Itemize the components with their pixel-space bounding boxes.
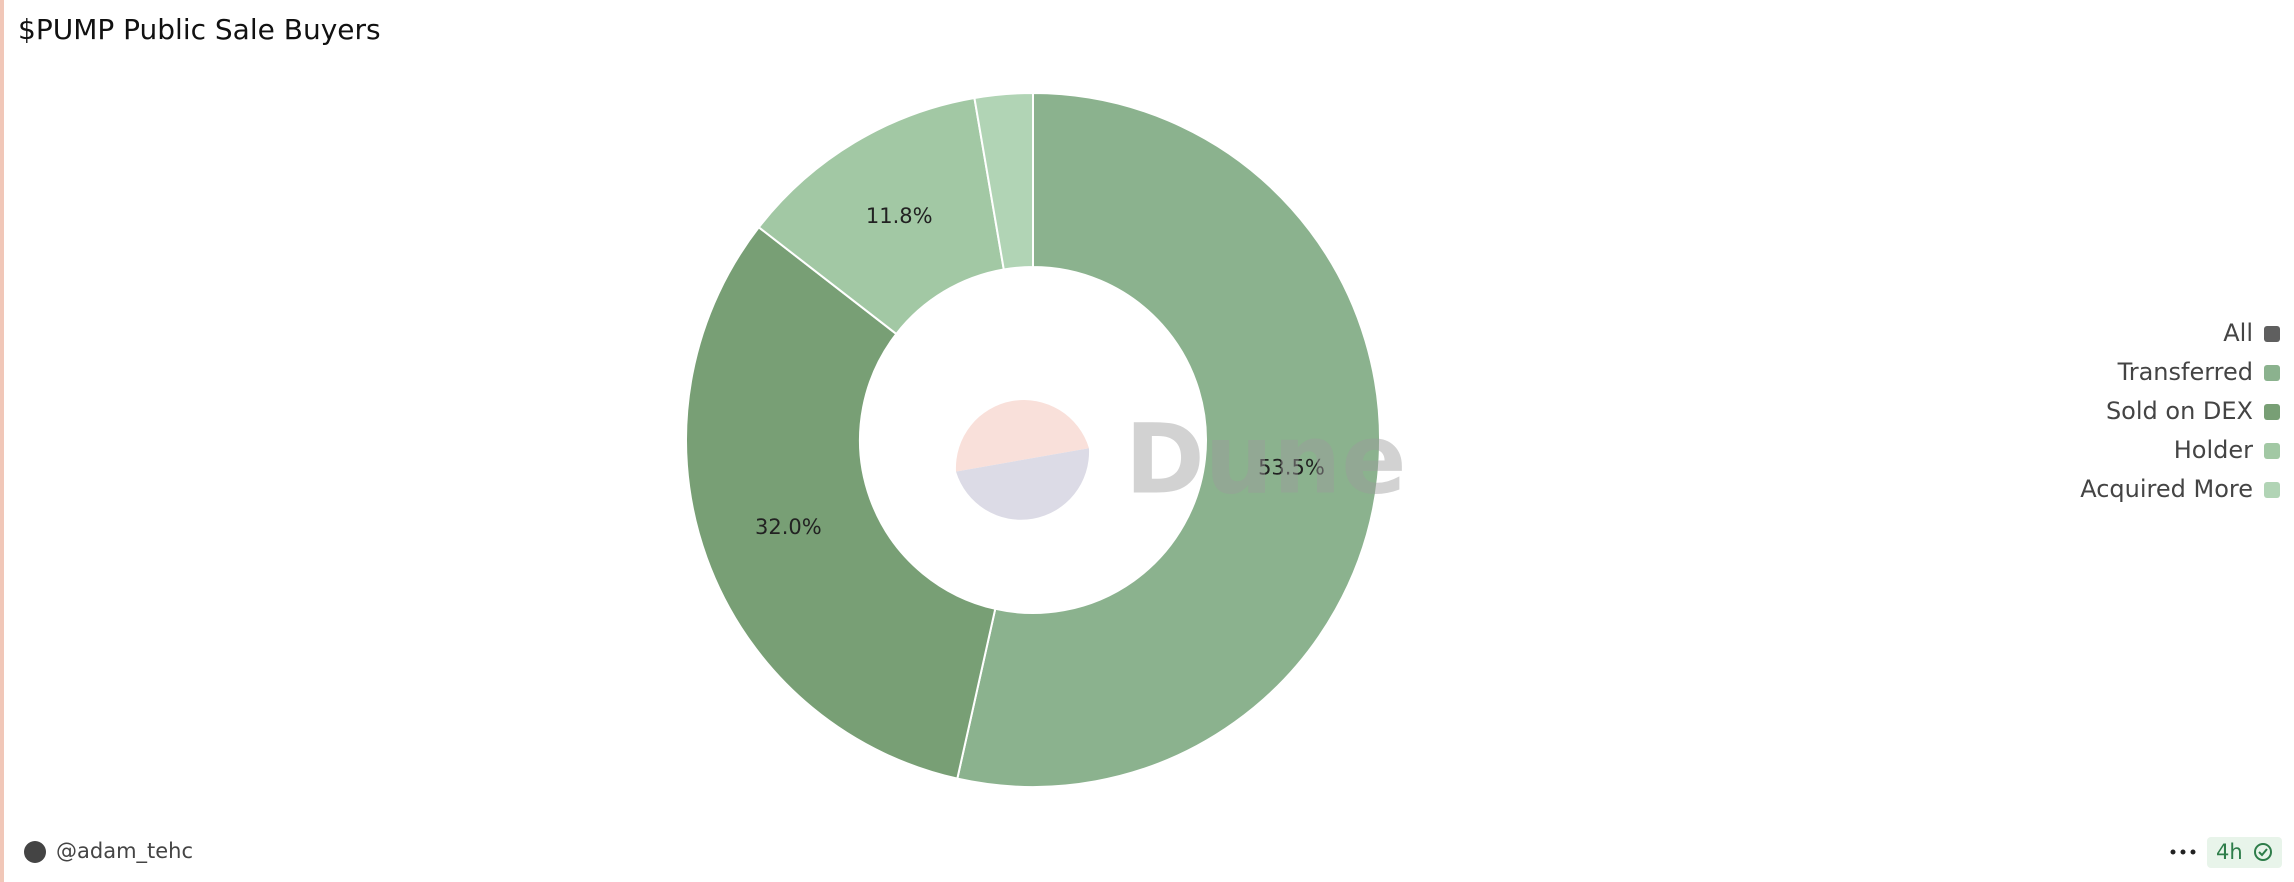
slice [973, 91, 1034, 271]
watermark: Dune [1125, 403, 1406, 515]
age: 4h [2216, 840, 2243, 864]
author[interactable]: @adam_tehc [56, 839, 193, 864]
legend-label: Holder [2174, 436, 2253, 464]
legend-label: Transferred [2117, 358, 2253, 386]
legend-swatch [2264, 482, 2280, 498]
legend-label: Acquired More [2080, 475, 2253, 503]
legend-label: Sold on DEX [2106, 397, 2253, 425]
check-icon [2254, 843, 2272, 861]
legend-swatch [2264, 326, 2280, 342]
avatar [24, 841, 46, 863]
legend-swatch [2264, 404, 2280, 420]
legend-swatch [2264, 443, 2280, 459]
check-mark [2258, 848, 2268, 857]
chart-title: $PUMP Public Sale Buyers [18, 13, 381, 46]
legend: All Transferred Sold on DEX Holder Acquired … [2080, 319, 2280, 503]
legend-swatch [2264, 365, 2280, 381]
slice [685, 225, 997, 780]
left-border [0, 0, 4, 882]
watermark-logo [955, 400, 1089, 520]
data-label: 53.5% [1258, 456, 1325, 480]
donut: 53.5% 32.0% 11.8% [685, 91, 1381, 788]
slice [757, 96, 1005, 336]
slice [956, 91, 1381, 788]
data-label: 32.0% [755, 515, 822, 539]
legend-label: All [2223, 319, 2253, 347]
data-label: 11.8% [866, 204, 933, 228]
more-menu[interactable] [2170, 849, 2196, 855]
